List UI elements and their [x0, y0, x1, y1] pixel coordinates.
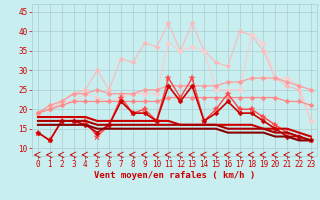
X-axis label: Vent moyen/en rafales ( km/h ): Vent moyen/en rafales ( km/h ) [94, 171, 255, 180]
